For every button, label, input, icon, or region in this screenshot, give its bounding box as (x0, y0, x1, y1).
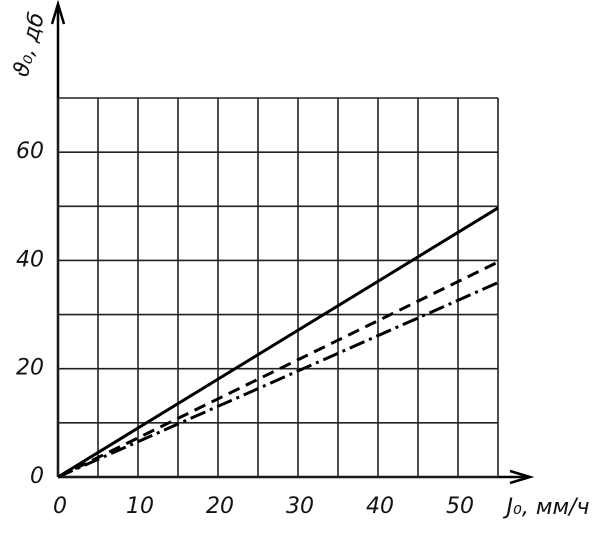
x-axis-arrow (509, 469, 535, 485)
x-axis-label: J₀, мм/ч (503, 495, 590, 520)
y-tick-label: 0 (30, 464, 44, 489)
y-tick-label: 60 (16, 139, 44, 164)
line-series (57, 260, 499, 479)
line-series (57, 281, 499, 479)
y-tick-label: 40 (16, 247, 44, 272)
x-tick-label: 30 (286, 494, 314, 519)
x-tick-label: 20 (206, 494, 234, 519)
x-tick-label: 50 (446, 494, 474, 519)
y-axis-label: ϑ₀, дб (9, 10, 50, 79)
y-axis-arrow (50, 0, 66, 25)
x-tick-label: 10 (126, 494, 154, 519)
y-tick-label: 20 (16, 356, 44, 381)
x-tick-label: 0 (53, 494, 67, 519)
x-tick-label: 40 (366, 494, 394, 519)
line-series (57, 206, 499, 479)
